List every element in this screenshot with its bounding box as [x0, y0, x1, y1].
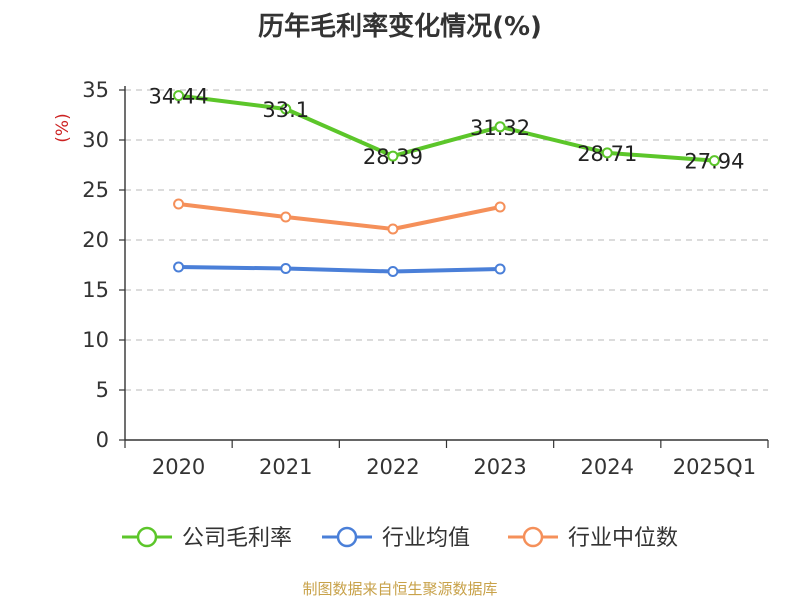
- x-tick-label: 2023: [473, 455, 526, 479]
- data-point: [708, 155, 720, 167]
- data-point: [494, 263, 506, 275]
- legend-label: 行业中位数: [568, 526, 678, 551]
- legend-label: 公司毛利率: [182, 526, 292, 551]
- chart-title: 历年毛利率变化情况(%): [258, 12, 542, 42]
- legend-marker: [336, 526, 358, 548]
- x-tick-label: 2020: [152, 455, 205, 479]
- y-tick-label: 15: [82, 278, 109, 302]
- series-line: [176, 93, 717, 163]
- legend-marker: [136, 526, 158, 548]
- data-label: 28.71: [577, 142, 637, 166]
- data-point: [280, 263, 292, 274]
- x-tick-label: 2021: [259, 455, 312, 479]
- data-point: [173, 261, 185, 273]
- data-point: [494, 121, 506, 133]
- data-point: [494, 201, 506, 213]
- data-point: [387, 223, 399, 235]
- data-point: [601, 147, 613, 159]
- data-label: 31.32: [470, 116, 530, 140]
- data-point: [387, 266, 399, 277]
- y-tick-label: 35: [82, 78, 109, 102]
- data-label: 33.1: [262, 98, 309, 122]
- legend-marker: [522, 526, 544, 548]
- data-label: 34.44: [149, 85, 209, 109]
- y-axis-label: (%): [53, 113, 73, 142]
- y-tick-label: 0: [96, 428, 109, 452]
- x-tick-label: 2024: [581, 455, 634, 479]
- y-tick-label: 25: [82, 178, 109, 202]
- data-label: 28.39: [363, 145, 423, 169]
- source-note: 制图数据来自恒生聚源数据库: [302, 580, 498, 598]
- series-line: [176, 265, 503, 274]
- data-point: [280, 211, 292, 223]
- y-tick-label: 10: [82, 328, 109, 352]
- legend-label: 行业均值: [382, 526, 470, 551]
- data-point: [173, 198, 185, 210]
- series-line: [176, 202, 503, 231]
- x-tick-label: 2025Q1: [673, 455, 756, 479]
- y-tick-label: 20: [82, 228, 109, 252]
- x-tick-label: 2022: [366, 455, 419, 479]
- data-point: [280, 103, 292, 115]
- y-tick-label: 5: [96, 378, 109, 402]
- data-point: [387, 150, 399, 162]
- y-tick-label: 30: [82, 128, 109, 152]
- data-label: 27.94: [684, 150, 744, 174]
- data-point: [173, 90, 185, 102]
